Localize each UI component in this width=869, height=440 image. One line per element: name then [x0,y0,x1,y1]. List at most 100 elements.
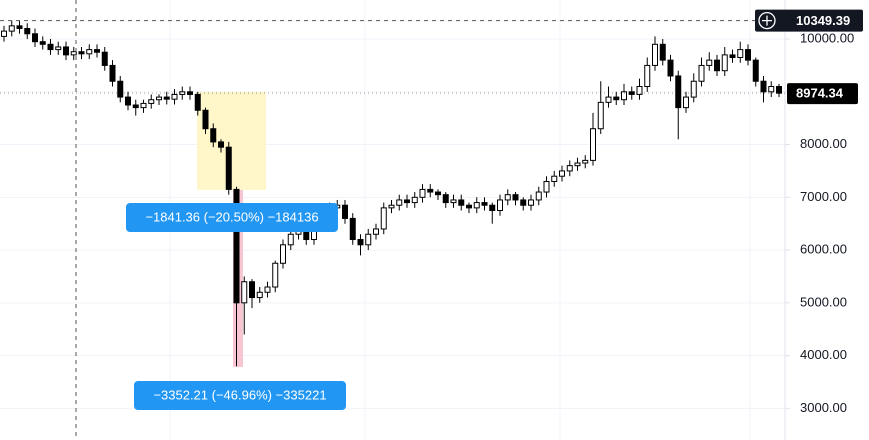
add-icon-plus [762,15,772,26]
measure-label-box [126,203,338,232]
candle-body [1,30,7,37]
candle-body [256,291,263,299]
candle-body [559,170,565,177]
candle-body [388,204,395,209]
candle-body [551,175,558,182]
candle-body [349,217,356,241]
candle-body [86,49,93,55]
candle-body [24,27,31,35]
candle-body [729,54,736,59]
y-tick-label: 3000.00 [800,400,847,415]
candle-body [404,199,410,204]
candle-body [745,49,751,61]
candle-body [566,165,573,172]
candle-body [373,228,379,235]
candle-body [652,43,658,66]
candle-body [70,51,77,56]
y-tick-label: 5000.00 [800,294,847,309]
candle-body [55,46,62,51]
candle-body [78,51,85,55]
candle-body [776,86,782,94]
candle-body [218,141,224,148]
grid [0,0,785,440]
y-tick-label: 10000.00 [800,30,854,45]
candle-body [63,46,69,56]
measure-label: −1841.36 (−20.50%) −184136 [145,209,318,224]
crosshair-price-box [755,9,863,32]
candle-body [194,93,201,111]
candle-body [8,25,15,32]
candle-body [411,196,418,204]
candle-body [737,49,744,59]
candle-body [342,204,348,219]
candle-body [202,109,209,130]
y-tick-label: 7000.00 [800,189,847,204]
candle-body [365,233,372,246]
candle-body [47,43,54,51]
candle-body [597,101,604,130]
candle-body [721,54,728,72]
candle-body [497,199,503,212]
candle-body [458,199,465,206]
candle-body [148,99,155,104]
candle-body [714,59,720,72]
add-icon [758,11,776,30]
candle-body [396,199,403,206]
candle-body [380,207,387,230]
candle-body [690,80,697,98]
y-tick-label: 6000.00 [800,242,847,257]
candle-body [481,202,488,206]
candle-body [543,180,550,193]
candle-body [171,93,178,100]
candle-body [574,162,581,167]
candle-body [280,244,286,264]
candle-body [357,239,364,246]
candle-body [125,96,131,106]
candle-body [659,43,666,61]
candle-body [683,96,689,109]
candle-body [473,202,480,209]
candle-body [272,262,279,288]
candle-body [94,49,100,53]
last-price-box [787,83,858,105]
candle-body [117,80,124,98]
candle-body [644,64,651,88]
candle-body [249,281,255,299]
candle-body [287,233,294,246]
candle-body [233,188,240,304]
candle-body [504,194,511,201]
candle-body [535,191,542,201]
candle-body [225,146,232,190]
candle-body [16,25,23,29]
candle-body [163,96,170,100]
candle-body [241,281,248,304]
candle-body [582,159,589,164]
candle-body [520,199,527,206]
candle-body [187,91,193,95]
candle-body [450,199,457,204]
candle-body [466,204,472,209]
candle-body [435,191,441,196]
y-tick-label: 8000.00 [800,136,847,151]
candle-body [628,91,635,95]
candle-body [109,64,116,82]
candle-body [419,188,426,198]
candle-body [675,75,682,109]
candle-body [210,128,217,143]
candle-body [140,102,147,109]
candle-body [605,96,612,103]
candle-body [752,59,759,82]
candle-body [706,59,713,66]
candle-body [264,286,271,293]
candle-body [442,194,449,204]
candle-body [760,80,767,93]
candle-body [528,199,534,206]
candle-body [667,59,674,77]
candle-body [613,96,620,101]
last-price-label: 8974.34 [796,86,844,101]
candle-body [179,91,186,95]
candle-body [39,41,46,45]
y-tick-label: 4000.00 [800,347,847,362]
candle-body [427,188,434,193]
